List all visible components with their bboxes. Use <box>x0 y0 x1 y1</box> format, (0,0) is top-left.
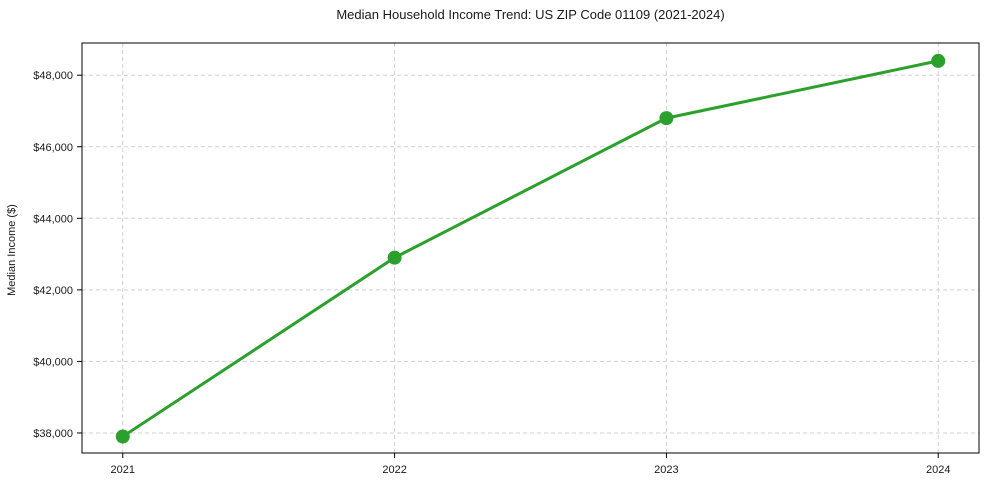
plot-border <box>81 42 980 454</box>
y-tick-label: $48,000 <box>33 70 73 82</box>
x-tick-label: 2023 <box>654 464 678 476</box>
data-point <box>931 53 946 68</box>
x-tick-label: 2021 <box>111 464 135 476</box>
data-point <box>659 111 674 126</box>
x-tick-label: 2022 <box>382 464 406 476</box>
data-point <box>387 250 402 265</box>
trend-line <box>121 59 940 439</box>
y-tick-label: $40,000 <box>33 356 73 368</box>
y-tick-label: $38,000 <box>33 428 73 440</box>
chart-title: Median Household Income Trend: US ZIP Co… <box>336 7 725 22</box>
y-tick-label: $42,000 <box>33 285 73 297</box>
x-tick-label: 2024 <box>926 464 950 476</box>
data-point <box>115 429 130 444</box>
y-tick-label: $46,000 <box>33 142 73 154</box>
y-tick-label: $44,000 <box>33 213 73 225</box>
